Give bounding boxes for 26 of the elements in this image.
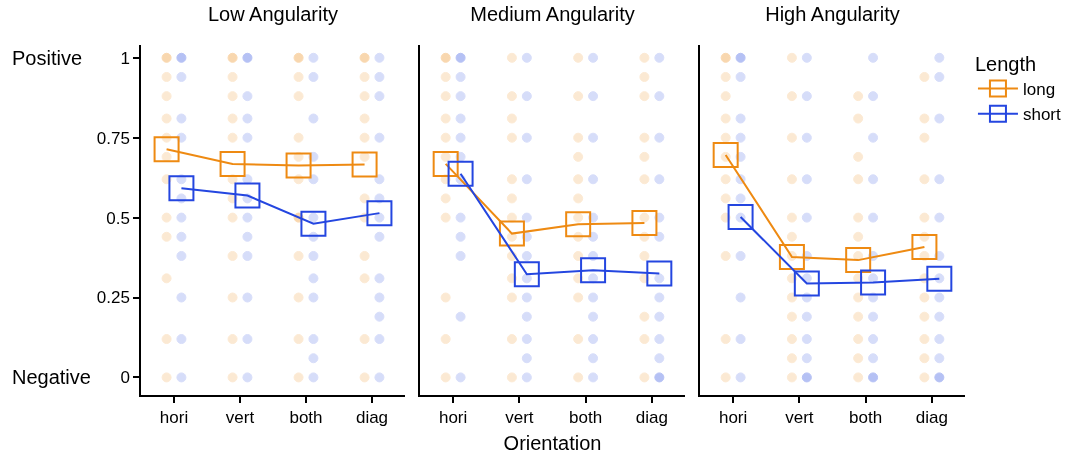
y-tick-label: 0 (120, 368, 130, 388)
x-tick-label: both (569, 408, 603, 428)
legend-label: long (1022, 80, 1056, 100)
x-tick-label: hori (438, 408, 468, 428)
y-tick-label: 0.75 (96, 128, 130, 148)
x-tick-label: hori (718, 408, 748, 428)
legend-label: short (1022, 105, 1062, 125)
chart-title: Low Angularity (207, 2, 339, 25)
legend-title: Length (974, 53, 1037, 75)
x-tick-label: diag (915, 408, 948, 428)
chart-title: High Angularity (765, 2, 900, 25)
x-tick-label: vert (785, 408, 814, 428)
x-tick-label: diag (355, 408, 389, 428)
y-tick-label: 0.5 (106, 208, 130, 228)
text: Negative (12, 366, 91, 388)
x-tick-label: both (289, 408, 323, 428)
x-axis-title: Orientation (503, 432, 602, 455)
x-tick-label: both (849, 408, 883, 428)
chart-title: Medium Angularity (470, 2, 635, 25)
x-tick-label: hori (159, 408, 189, 428)
x-tick-label: diag (635, 408, 668, 428)
x-tick-label: vert (505, 408, 534, 428)
x-tick-label: vert (225, 408, 255, 428)
y-tick-label: 1 (120, 48, 130, 68)
y-tick-label: 0.25 (96, 288, 130, 308)
text: Positive (12, 47, 83, 69)
